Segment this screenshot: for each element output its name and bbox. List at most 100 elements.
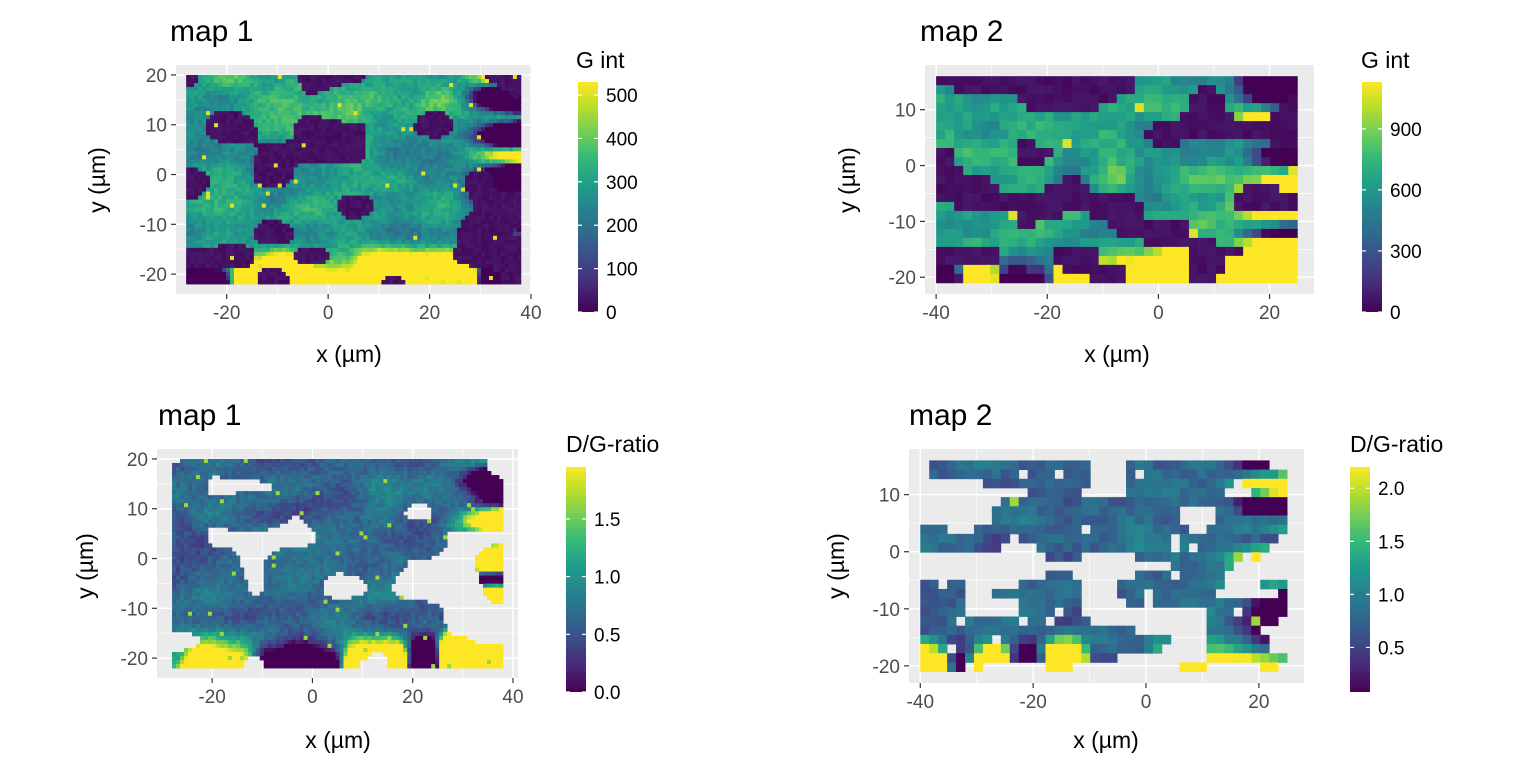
- heatmap-cell: [1081, 247, 1090, 256]
- heatmap-cell: [449, 123, 453, 127]
- heatmap-cell: [274, 204, 278, 208]
- heatmap-cell: [218, 103, 222, 107]
- heatmap-cell: [342, 151, 346, 155]
- heatmap-cell: [397, 115, 401, 119]
- heatmap-cell: [373, 192, 377, 196]
- heatmap-cell: [1017, 193, 1026, 202]
- heatmap-cell: [389, 268, 393, 272]
- heatmap-cell: [222, 163, 226, 167]
- heatmap-cell: [214, 127, 218, 131]
- heatmap-cell: [290, 240, 294, 244]
- heatmap-cell: [377, 167, 381, 171]
- heatmap-cell: [473, 184, 477, 188]
- heatmap-cell: [334, 276, 338, 280]
- heatmap-cell: [936, 229, 945, 238]
- heatmap-cell: [417, 151, 421, 155]
- heatmap-cell: [425, 228, 429, 232]
- heatmap-cell: [1072, 175, 1081, 184]
- heatmap-cell: [258, 208, 262, 212]
- heatmap-cell: [318, 123, 322, 127]
- heatmap-cell: [298, 75, 302, 79]
- heatmap-cell: [373, 95, 377, 99]
- heatmap-cell: [286, 159, 290, 163]
- heatmap-cell: [405, 216, 409, 220]
- heatmap-cell: [214, 212, 218, 216]
- heatmap-cell: [314, 196, 318, 200]
- heatmap-cell: [513, 75, 517, 79]
- heatmap-cell: [242, 119, 246, 123]
- heatmap-cell: [194, 248, 198, 252]
- heatmap-cell: [278, 87, 282, 91]
- heatmap-cell: [314, 139, 318, 143]
- heatmap-cell: [489, 131, 493, 135]
- heatmap-cell: [1081, 112, 1090, 121]
- heatmap-cell: [246, 248, 250, 252]
- heatmap-cell: [999, 157, 1008, 166]
- heatmap-cell: [429, 115, 433, 119]
- heatmap-cell: [465, 268, 469, 272]
- heatmap-cell: [397, 167, 401, 171]
- heatmap-cell: [198, 115, 202, 119]
- heatmap-cell: [1008, 202, 1017, 211]
- heatmap-cell: [385, 188, 389, 192]
- heatmap-cell: [429, 103, 433, 107]
- heatmap-cell: [274, 95, 278, 99]
- heatmap-cell: [449, 180, 453, 184]
- heatmap-cell: [393, 220, 397, 224]
- heatmap-cell: [477, 143, 481, 147]
- heatmap-cell: [461, 99, 465, 103]
- heatmap-cell: [497, 143, 501, 147]
- heatmap-cell: [489, 184, 493, 188]
- heatmap-cell: [194, 135, 198, 139]
- heatmap-cell: [310, 228, 314, 232]
- heatmap-cell: [266, 220, 270, 224]
- heatmap-cell: [449, 91, 453, 95]
- heatmap-cell: [513, 192, 517, 196]
- heatmap-cell: [346, 111, 350, 115]
- heatmap-cell: [409, 115, 413, 119]
- heatmap-cell: [413, 260, 417, 264]
- heatmap-cell: [457, 192, 461, 196]
- heatmap-cell: [302, 260, 306, 264]
- heatmap-cell: [314, 180, 318, 184]
- heatmap-cell: [509, 272, 513, 276]
- heatmap-cell: [338, 272, 342, 276]
- heatmap-cell: [429, 127, 433, 131]
- heatmap-cell: [1063, 247, 1072, 256]
- heatmap-cell: [517, 135, 521, 139]
- heatmap-cell: [270, 135, 274, 139]
- heatmap-cell: [999, 94, 1008, 103]
- heatmap-cell: [270, 99, 274, 103]
- heatmap-cell: [489, 111, 493, 115]
- heatmap-cell: [226, 83, 230, 87]
- heatmap-cell: [945, 103, 954, 112]
- heatmap-cell: [357, 208, 361, 212]
- heatmap-cell: [330, 268, 334, 272]
- heatmap-cell: [361, 200, 365, 204]
- heatmap-cell: [453, 99, 457, 103]
- heatmap-cell: [501, 131, 505, 135]
- heatmap-cell: [258, 143, 262, 147]
- heatmap-cell: [338, 208, 342, 212]
- heatmap-cell: [497, 248, 501, 252]
- heatmap-cell: [489, 147, 493, 151]
- heatmap-cell: [278, 115, 282, 119]
- heatmap-cell: [409, 184, 413, 188]
- heatmap-cell: [238, 87, 242, 91]
- heatmap-cell: [509, 163, 513, 167]
- legend-colorbar: [578, 82, 598, 312]
- heatmap-cell: [437, 127, 441, 131]
- heatmap-cell: [302, 204, 306, 208]
- heatmap-cell: [429, 75, 433, 79]
- heatmap-cell: [963, 238, 972, 247]
- heatmap-cell: [342, 79, 346, 83]
- heatmap-cell: [326, 123, 330, 127]
- heatmap-cell: [274, 192, 278, 196]
- heatmap-cell: [954, 166, 963, 175]
- heatmap-cell: [190, 135, 194, 139]
- heatmap-cell: [377, 159, 381, 163]
- heatmap-cell: [441, 260, 445, 264]
- heatmap-cell: [517, 131, 521, 135]
- heatmap-cell: [497, 232, 501, 236]
- heatmap-cell: [202, 220, 206, 224]
